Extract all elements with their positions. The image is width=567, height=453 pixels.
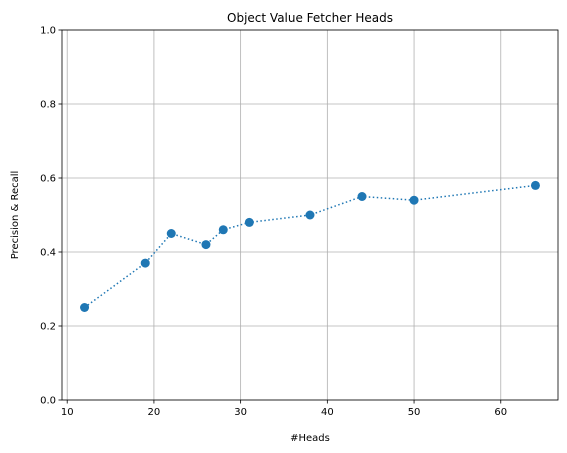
- y-tick-label: 0.8: [40, 100, 56, 111]
- data-point: [218, 225, 228, 235]
- series-layer: [80, 180, 540, 312]
- x-tick-label: 30: [234, 407, 247, 418]
- data-point: [530, 180, 540, 190]
- y-tick-label: 0.2: [40, 322, 56, 333]
- y-tick-label: 0.6: [40, 174, 56, 185]
- plot-frame: [61, 29, 559, 401]
- y-axis-label: Precision & Recall: [10, 171, 21, 260]
- data-point: [140, 258, 150, 268]
- x-tick-label: 20: [148, 407, 161, 418]
- x-tick-label: 50: [408, 407, 421, 418]
- data-point: [244, 217, 254, 227]
- data-point: [357, 192, 367, 201]
- x-axis-ticks: 10 20 30 40 50 60: [61, 400, 507, 418]
- x-tick-label: 40: [321, 407, 334, 418]
- x-axis-label: #Heads: [290, 433, 330, 444]
- data-point: [409, 195, 419, 205]
- data-point: [166, 229, 176, 238]
- chart-title: Object Value Fetcher Heads: [227, 11, 393, 25]
- y-tick-label: 0.4: [40, 248, 56, 259]
- y-tick-label: 0.0: [40, 396, 56, 407]
- x-tick-label: 10: [61, 407, 74, 418]
- y-tick-label: 1.0: [40, 26, 56, 37]
- data-point: [80, 303, 90, 312]
- y-axis-ticks: 0.0 0.2 0.4 0.6 0.8 1.0: [40, 26, 62, 407]
- x-tick-label: 60: [494, 407, 507, 418]
- data-point: [201, 240, 211, 250]
- data-point: [305, 210, 315, 220]
